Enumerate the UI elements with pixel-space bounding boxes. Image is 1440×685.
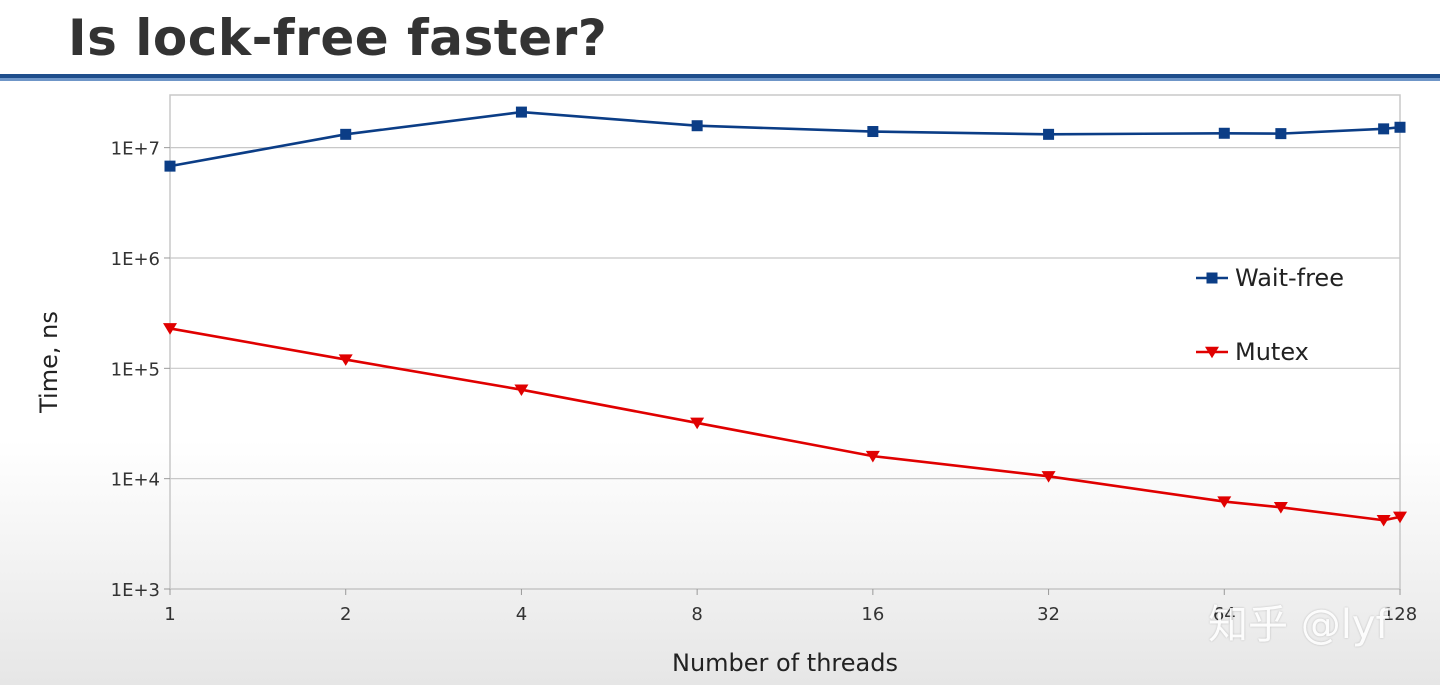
data-point-wait-free (1378, 123, 1390, 135)
data-point-mutex (163, 323, 177, 335)
legend-item-wait-free: Wait-free (1196, 264, 1344, 292)
data-point-wait-free (691, 120, 703, 132)
data-point-mutex (514, 384, 529, 397)
series (163, 106, 1407, 527)
legend-marker (1206, 272, 1218, 284)
data-point-wait-free (1043, 128, 1055, 140)
x-axis-ticks: 1 2 4 8 16 32 64 128 (164, 589, 1417, 625)
data-point-mutex (1273, 502, 1288, 514)
x-tick-label: 32 (1037, 604, 1060, 625)
data-point-wait-free (340, 128, 352, 140)
x-tick-label: 4 (516, 604, 527, 625)
data-point-mutex (1393, 511, 1407, 524)
y-tick-label: 1E+6 (111, 249, 160, 270)
y-tick-label: 1E+3 (111, 580, 160, 601)
data-point-mutex (1041, 471, 1056, 483)
x-tick-label: 16 (861, 604, 884, 625)
data-point-wait-free (515, 106, 527, 118)
data-point-wait-free (867, 126, 879, 138)
series-line-mutex (169, 327, 1401, 522)
legend-label: Wait-free (1235, 264, 1344, 292)
watermark: 知乎 @lyf (1208, 602, 1390, 648)
grid-lines (170, 147, 1400, 590)
series-mutex (163, 323, 1407, 527)
data-point-wait-free (164, 160, 176, 172)
x-tick-label: 1 (164, 604, 175, 625)
data-point-wait-free (1275, 128, 1287, 140)
data-point-mutex (338, 354, 353, 366)
x-tick-label: 64 (1213, 604, 1236, 625)
x-tick-label: 128 (1383, 604, 1417, 625)
data-point-mutex (865, 450, 880, 463)
title-rule-accent (0, 78, 1440, 81)
slide-title: Is lock-free faster? (68, 9, 608, 67)
data-point-mutex (1376, 514, 1391, 527)
legend-item-mutex: Mutex (1196, 338, 1309, 366)
legend: Wait-free Mutex (1196, 264, 1344, 366)
series-wait-free (164, 106, 1406, 172)
data-point-wait-free (1394, 121, 1406, 133)
data-point-mutex (1217, 496, 1232, 508)
y-tick-label: 1E+4 (111, 470, 160, 491)
y-axis-ticks: 1E+3 1E+4 1E+5 1E+6 1E+7 (111, 139, 170, 601)
y-axis-title: Time, ns (35, 311, 63, 414)
legend-label: Mutex (1235, 338, 1309, 366)
y-tick-label: 1E+7 (111, 139, 160, 160)
plot-frame (169, 94, 1401, 590)
y-tick-label: 1E+5 (111, 359, 160, 380)
data-point-wait-free (1218, 127, 1230, 139)
series-line-wait-free (169, 110, 1401, 168)
x-axis-title: Number of threads (672, 649, 898, 677)
data-point-mutex (690, 417, 705, 430)
x-tick-label: 2 (340, 604, 351, 625)
x-tick-label: 8 (691, 604, 702, 625)
title-rule (0, 74, 1440, 78)
legend-marker (1205, 346, 1219, 359)
